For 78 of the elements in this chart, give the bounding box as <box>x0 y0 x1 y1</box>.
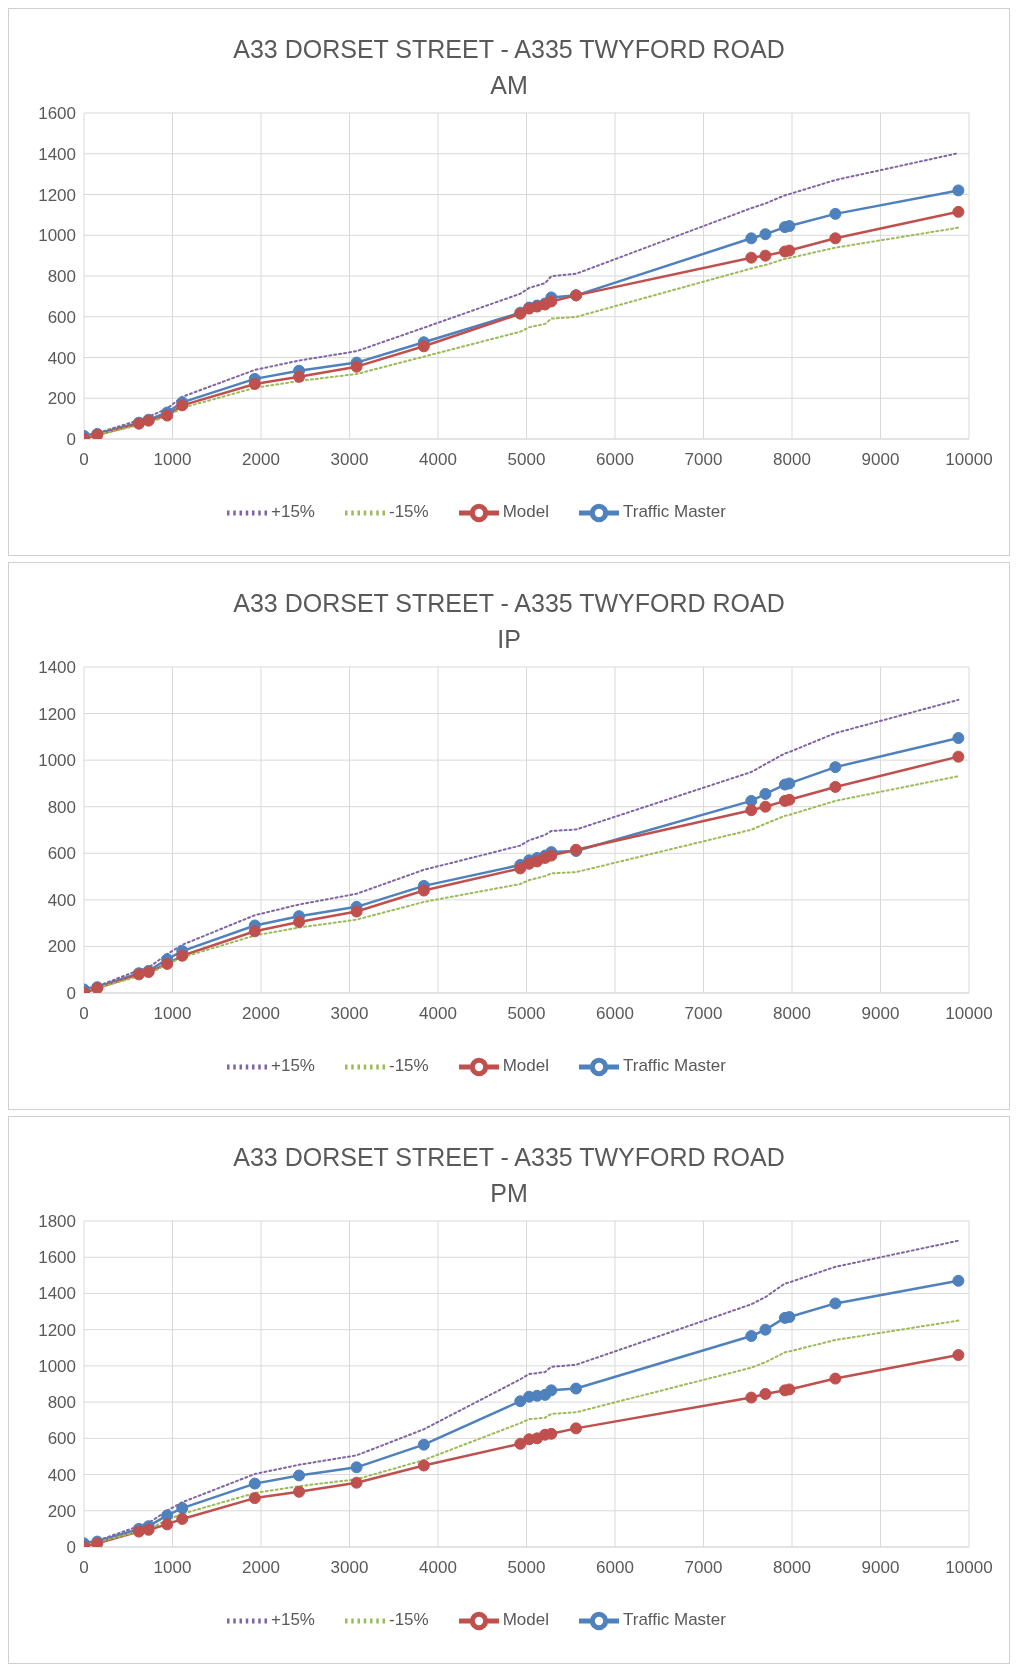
y-tick-label: 600 <box>47 1429 76 1449</box>
y-tick-label: 800 <box>47 797 76 817</box>
chart-title: A33 DORSET STREET - A335 TWYFORD ROAD <box>232 34 786 65</box>
y-tick-label: 1000 <box>38 1356 76 1376</box>
y-tick-label: 1200 <box>38 185 76 205</box>
legend-label: -15% <box>388 1056 429 1076</box>
chart-title: A33 DORSET STREET - A335 TWYFORD ROAD <box>232 1142 786 1173</box>
y-tick-label: 1800 <box>38 1212 76 1232</box>
legend-label: Model <box>502 1610 549 1630</box>
x-tick-label: 7000 <box>684 1004 723 1024</box>
y-tick-label: 1400 <box>38 1284 76 1304</box>
legend-label: -15% <box>388 502 429 522</box>
x-tick-label: 3000 <box>330 1558 369 1578</box>
y-tick-label: 200 <box>47 389 76 409</box>
legend-label: Traffic Master <box>622 502 726 522</box>
x-tick-label: 2000 <box>242 1558 280 1578</box>
x-tick-label: 0 <box>79 1558 89 1578</box>
legend-label: -15% <box>388 1610 429 1630</box>
legend-label: Traffic Master <box>622 1056 726 1076</box>
y-tick-label: 200 <box>47 937 76 957</box>
y-tick-label: 1000 <box>38 226 76 246</box>
x-tick-label: 6000 <box>596 1558 634 1578</box>
x-tick-label: 7000 <box>684 1558 723 1578</box>
x-tick-label: 10000 <box>945 450 993 470</box>
y-tick-label: 1000 <box>38 751 76 771</box>
y-tick-label: 1400 <box>38 658 76 678</box>
y-tick-label: 0 <box>66 1538 76 1558</box>
x-tick-label: 10000 <box>945 1004 993 1024</box>
x-tick-label: 6000 <box>596 1004 634 1024</box>
y-tick-label: 1600 <box>38 1248 76 1268</box>
y-tick-label: 600 <box>47 844 76 864</box>
x-tick-label: 8000 <box>773 450 811 470</box>
legend-label: +15% <box>271 502 315 522</box>
x-tick-label: 4000 <box>419 450 457 470</box>
y-tick-label: 1200 <box>38 1320 76 1340</box>
y-tick-label: 400 <box>47 1465 76 1485</box>
x-tick-label: 1000 <box>153 1558 192 1578</box>
chart-title: A33 DORSET STREET - A335 TWYFORD ROAD <box>232 588 786 619</box>
y-tick-label: 800 <box>47 267 76 287</box>
y-tick-label: 600 <box>47 307 76 327</box>
x-tick-label: 5000 <box>507 1004 546 1024</box>
y-tick-label: 800 <box>47 1393 76 1413</box>
x-tick-label: 1000 <box>153 1004 192 1024</box>
x-tick-label: 2000 <box>242 450 280 470</box>
y-tick-label: 400 <box>47 348 76 368</box>
chart-subtitle: IP <box>496 624 522 655</box>
x-tick-label: 10000 <box>945 1558 993 1578</box>
legend-label: Traffic Master <box>622 1610 726 1630</box>
legend-label: +15% <box>271 1610 315 1630</box>
x-tick-label: 5000 <box>507 450 546 470</box>
y-tick-label: 0 <box>66 984 76 1004</box>
x-tick-label: 5000 <box>507 1558 546 1578</box>
x-tick-label: 3000 <box>330 450 369 470</box>
y-tick-label: 200 <box>47 1501 76 1521</box>
x-tick-label: 2000 <box>242 1004 280 1024</box>
x-tick-label: 4000 <box>419 1004 457 1024</box>
x-tick-label: 0 <box>79 450 89 470</box>
x-tick-label: 1000 <box>153 450 192 470</box>
legend-label: +15% <box>271 1056 315 1076</box>
x-tick-label: 9000 <box>861 1558 900 1578</box>
x-tick-label: 8000 <box>773 1558 811 1578</box>
x-tick-label: 9000 <box>861 1004 900 1024</box>
x-tick-label: 3000 <box>330 1004 369 1024</box>
y-tick-label: 1200 <box>38 704 76 724</box>
y-tick-label: 400 <box>47 890 76 910</box>
x-tick-label: 8000 <box>773 1004 811 1024</box>
y-tick-label: 1600 <box>38 104 76 124</box>
x-tick-label: 4000 <box>419 1558 457 1578</box>
x-tick-label: 7000 <box>684 450 723 470</box>
chart-subtitle: PM <box>489 1178 529 1209</box>
x-tick-label: 0 <box>79 1004 89 1024</box>
y-tick-label: 1400 <box>38 144 76 164</box>
chart-subtitle: AM <box>489 70 529 101</box>
y-tick-label: 0 <box>66 430 76 450</box>
legend-label: Model <box>502 1056 549 1076</box>
x-tick-label: 9000 <box>861 450 900 470</box>
legend-label: Model <box>502 502 549 522</box>
x-tick-label: 6000 <box>596 450 634 470</box>
